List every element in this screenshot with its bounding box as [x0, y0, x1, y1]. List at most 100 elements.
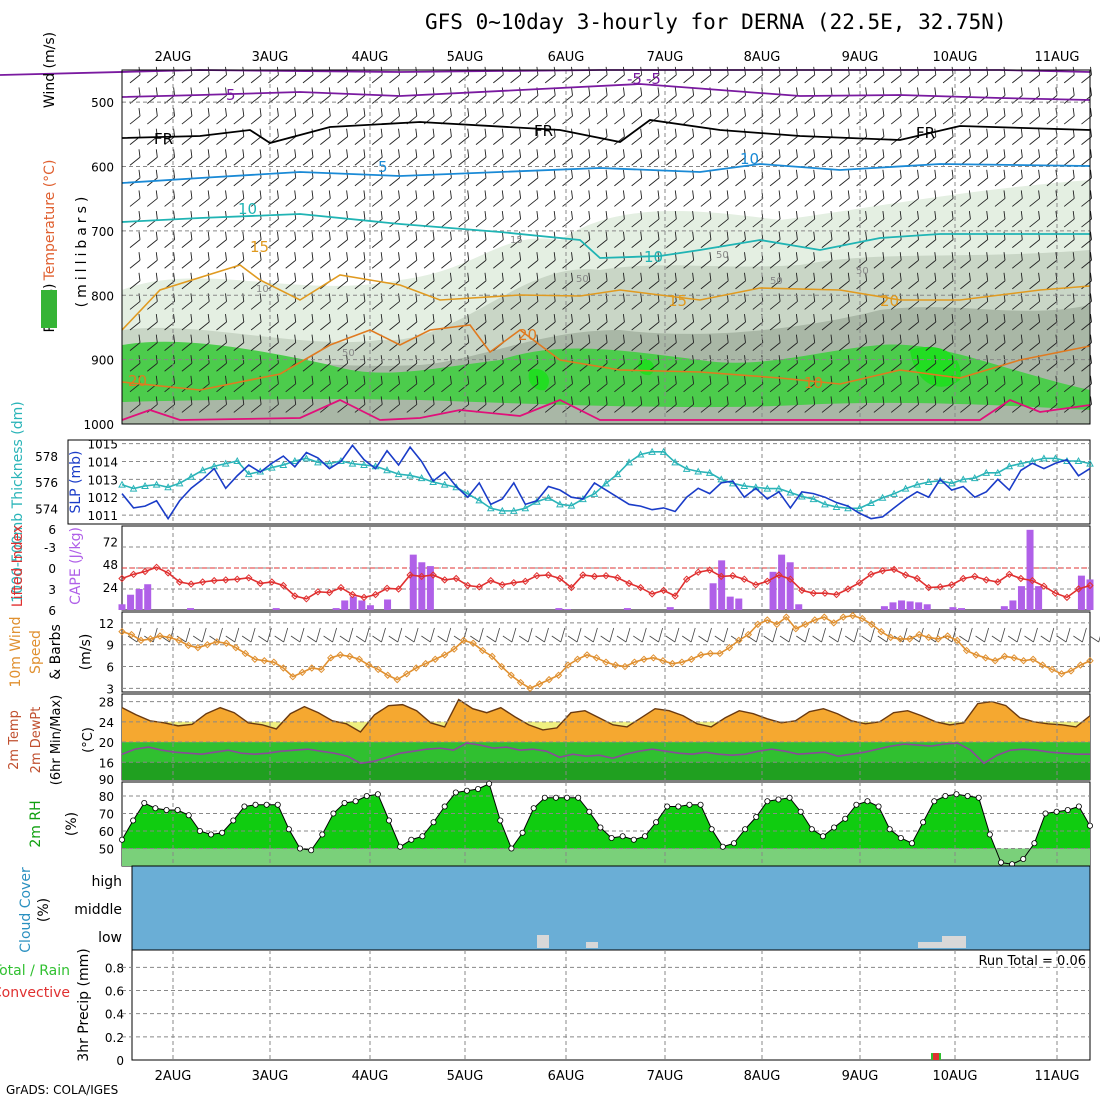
wind-barb — [458, 149, 470, 166]
wind-barb — [994, 87, 1006, 104]
wind-barb — [579, 108, 591, 125]
lifted-index-line-point — [682, 575, 691, 583]
wind-barb — [856, 210, 868, 228]
li-tick-label: 0 — [48, 562, 56, 576]
contour-label: FR — [154, 130, 173, 148]
wind-speed-line-point — [289, 673, 297, 681]
x-tick-label: 9AUG — [842, 50, 879, 65]
wind-barb — [614, 293, 625, 310]
wind-barb — [493, 108, 504, 125]
wind-barb — [216, 313, 227, 331]
wind-barb — [475, 128, 487, 146]
lifted-index-line-point — [924, 583, 933, 592]
thickness-line-point — [279, 460, 288, 468]
low-cloud-block — [537, 935, 549, 948]
wind-barb — [717, 396, 729, 413]
wind-barb — [579, 149, 591, 166]
slp-tick-label: 1013 — [87, 473, 118, 487]
wind-barb — [354, 396, 366, 413]
lifted-index-line-point — [371, 590, 380, 599]
wind-speed-line-point — [858, 614, 866, 623]
wind-barb — [354, 375, 366, 393]
cape-bar — [118, 604, 126, 610]
wind-barb — [977, 252, 989, 269]
wind-barb — [648, 190, 660, 207]
wind-barb — [908, 313, 919, 331]
wind-speed-line-point — [630, 658, 639, 666]
wind-barb — [562, 190, 573, 207]
wind-barb — [475, 210, 487, 228]
wind-barb — [977, 231, 989, 248]
wind-barb-10m — [502, 627, 517, 643]
wind-barb — [856, 190, 868, 207]
wind-barb — [579, 169, 591, 187]
lifted-index-line-point — [763, 577, 772, 586]
cape-bar — [144, 584, 152, 610]
wind-barb — [977, 128, 989, 146]
rh-point — [530, 805, 537, 812]
wind-barb — [285, 108, 297, 125]
wind-barb — [631, 375, 643, 393]
wind-barb-10m — [779, 627, 794, 643]
rh-point — [920, 819, 927, 826]
chart-title: GFS 0~10day 3-hourly for DERNA (22.5E, 3… — [425, 10, 1007, 34]
wind-barb-10m — [355, 627, 370, 643]
wind-barb — [648, 396, 660, 413]
thickness-line-point — [982, 468, 991, 476]
wind-barb — [337, 149, 349, 166]
rh-point — [174, 807, 181, 814]
wind-barb — [614, 252, 625, 269]
thickness-line-point — [993, 468, 1002, 476]
wind-barb — [700, 252, 712, 269]
wind-barb — [406, 128, 418, 146]
lifted-index-line-point — [152, 563, 161, 572]
wind-barb — [441, 355, 452, 372]
wind-barb — [873, 396, 885, 413]
cape-bar — [949, 607, 957, 610]
wind-barb — [839, 210, 850, 228]
thickness-line-point — [890, 489, 898, 497]
wind-barb — [371, 313, 383, 331]
rh-point — [564, 794, 571, 801]
wind-barb-10m — [959, 627, 973, 643]
wind-barb — [648, 128, 660, 146]
wind-barb — [960, 128, 971, 146]
contour-label: FR — [916, 124, 935, 142]
thickness-line-point — [855, 504, 864, 512]
wind-barb — [302, 313, 314, 331]
cape-bar — [555, 608, 563, 610]
wind-barb-10m — [421, 627, 435, 643]
wind-barb — [285, 396, 297, 413]
rh-point — [230, 817, 237, 824]
wind-barb — [1029, 375, 1041, 393]
wind-barb — [804, 128, 816, 146]
wind-barb — [475, 190, 487, 207]
wind-barb — [839, 252, 850, 269]
wind-speed-line-point — [678, 658, 686, 666]
wind-speed-line-point — [232, 643, 240, 652]
wind-barb — [614, 375, 625, 393]
wind-barb — [493, 272, 504, 290]
wind-barb — [181, 231, 193, 248]
wind-barb — [960, 190, 971, 207]
rh-point — [697, 801, 704, 808]
contour-label: 5 — [378, 158, 388, 176]
cloud-unit: (%) — [36, 898, 52, 922]
wind-barb-10m — [828, 627, 843, 643]
wind-barb — [475, 375, 487, 393]
wind-barb — [908, 355, 919, 372]
rh2m-label: 2m RH — [28, 800, 44, 847]
wind-barb — [250, 87, 262, 104]
wind-barb — [562, 272, 573, 290]
wind-speed-line-point — [1000, 652, 1009, 661]
lifted-index-line-point — [878, 567, 887, 575]
wind-barb — [787, 252, 798, 269]
wind-barb — [1046, 293, 1058, 310]
wind-barb — [129, 231, 141, 248]
wind-barb-10m — [600, 627, 615, 643]
wind-barb-10m — [225, 627, 240, 643]
wind-barb — [908, 252, 919, 269]
wind-barb — [320, 231, 331, 248]
run-total-label: Run Total = 0.06 — [978, 954, 1086, 969]
wind-barb — [493, 128, 504, 146]
